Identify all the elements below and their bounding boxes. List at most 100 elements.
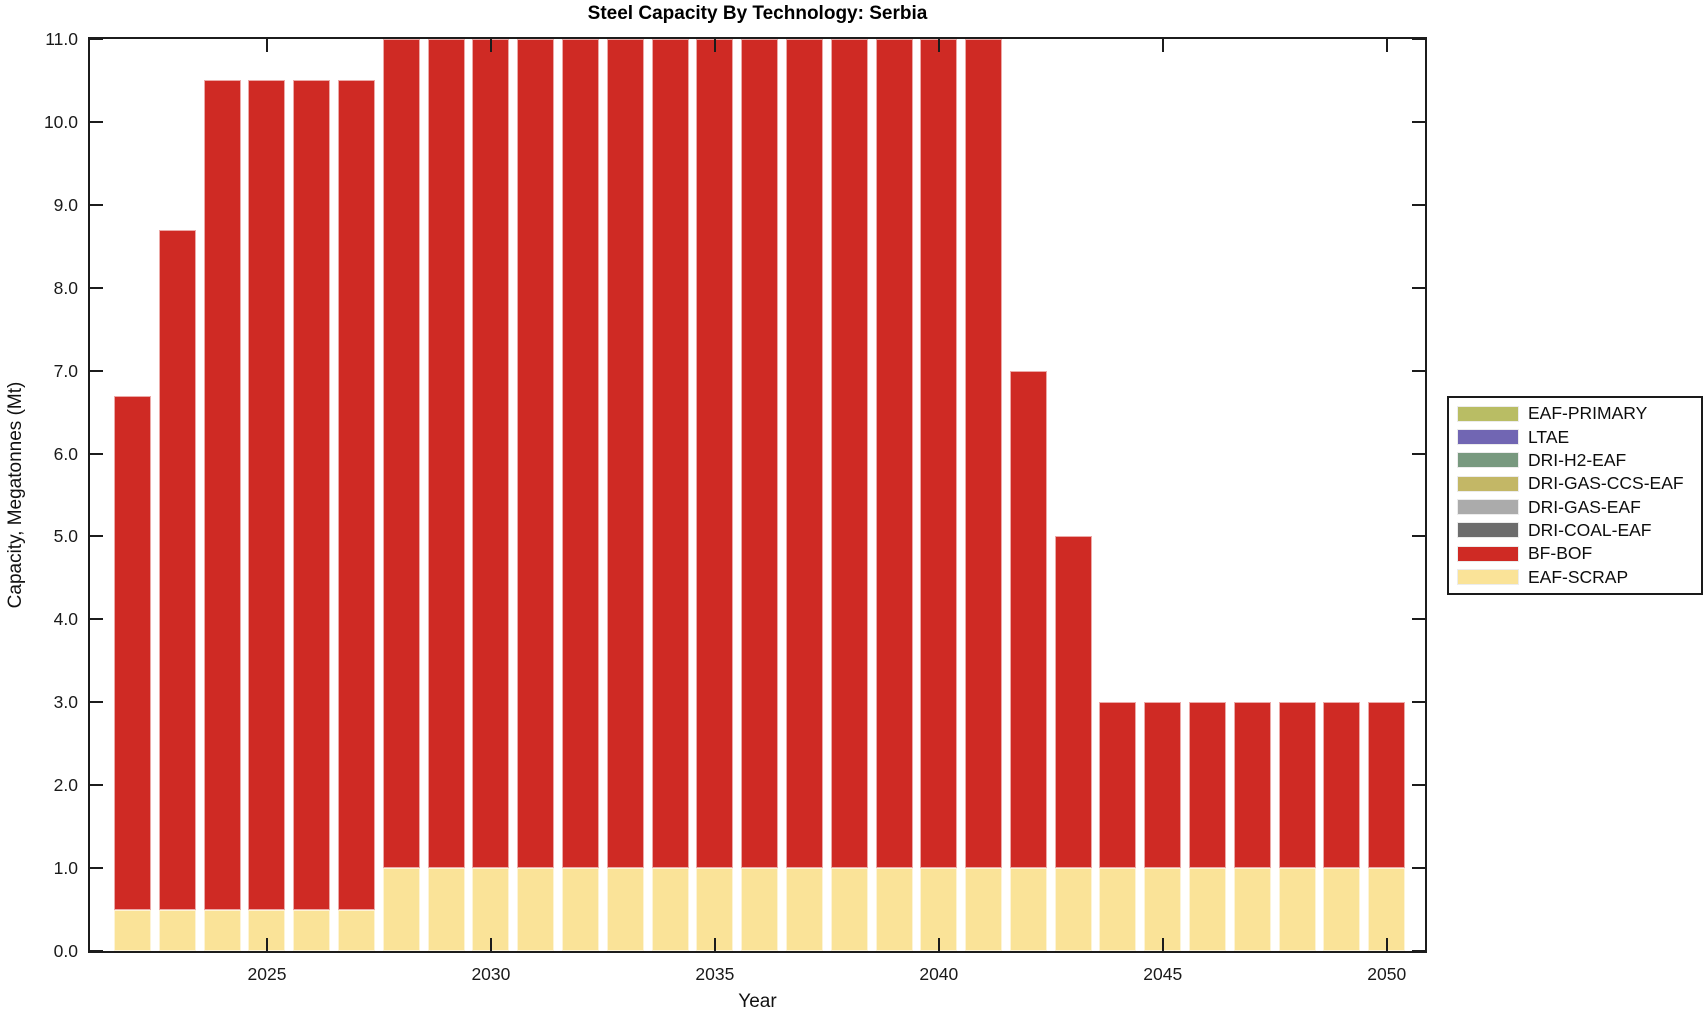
bar-segment-bf-bof [920, 39, 958, 869]
legend-item: DRI-COAL-EAF [1449, 520, 1701, 541]
y-tick-label: 9.0 [53, 194, 78, 215]
bar-segment-bf-bof [606, 39, 644, 869]
x-tick-label: 2040 [919, 964, 959, 984]
x-tick-label: 2035 [695, 964, 735, 984]
legend-swatch [1457, 545, 1519, 562]
bar-segment-bf-bof [830, 39, 868, 869]
legend-item: EAF-PRIMARY [1449, 403, 1701, 424]
y-tick [1412, 784, 1425, 787]
y-tick-label: 10.0 [43, 111, 78, 132]
bar-segment-eaf-scrap [1323, 868, 1361, 951]
y-tick [1412, 535, 1425, 538]
bar-segment-eaf-scrap [203, 909, 241, 951]
bar-segment-bf-bof [1099, 702, 1137, 869]
x-tick [1385, 938, 1388, 951]
bar-segment-eaf-scrap [158, 909, 196, 951]
bar-segment-eaf-scrap [382, 868, 420, 951]
bar-segment-bf-bof [427, 39, 465, 869]
y-tick [90, 535, 103, 538]
legend-label: DRI-H2-EAF [1528, 449, 1627, 470]
bar-segment-eaf-scrap [1368, 868, 1406, 951]
legend-label: DRI-GAS-EAF [1528, 496, 1641, 517]
legend-item: LTAE [1449, 427, 1701, 448]
x-tick [265, 39, 268, 52]
y-tick [90, 120, 103, 123]
bar-segment-bf-bof [158, 229, 196, 910]
bar-segment-eaf-scrap [875, 868, 913, 951]
bar-segment-bf-bof [1054, 536, 1092, 869]
bar-segment-bf-bof [248, 80, 286, 910]
y-tick-label: 4.0 [53, 609, 78, 630]
y-tick [90, 369, 103, 372]
x-tick [1161, 938, 1164, 951]
bar-segment-bf-bof [1144, 702, 1182, 869]
y-tick [1412, 369, 1425, 372]
plot-area [88, 37, 1427, 953]
y-tick [90, 618, 103, 621]
legend-swatch [1457, 405, 1519, 422]
bar-segment-eaf-scrap [606, 868, 644, 951]
x-tick [265, 938, 268, 951]
legend-swatch [1457, 452, 1519, 469]
legend-label: EAF-SCRAP [1528, 566, 1629, 587]
bar-segment-eaf-scrap [472, 868, 510, 951]
y-tick [90, 701, 103, 704]
bar-segment-eaf-scrap [562, 868, 599, 951]
legend-item: BF-BOF [1449, 543, 1701, 564]
bar-segment-bf-bof [696, 39, 734, 869]
y-tick-label: 5.0 [53, 526, 78, 547]
legend-label: LTAE [1528, 426, 1570, 447]
bar-segment-bf-bof [472, 39, 510, 869]
y-tick [1412, 286, 1425, 289]
legend-label: DRI-GAS-CCS-EAF [1528, 473, 1684, 494]
x-tick-label: 2025 [247, 964, 287, 984]
chart-title: Steel Capacity By Technology: Serbia [587, 3, 928, 24]
legend-label: BF-BOF [1528, 543, 1593, 564]
bar-segment-eaf-scrap [651, 868, 689, 951]
bar-segment-eaf-scrap [293, 909, 331, 951]
y-tick [1412, 950, 1425, 952]
bar-segment-bf-bof [785, 39, 823, 869]
y-axis-label: Capacity, Megatonnes (Mt) [5, 381, 26, 609]
x-tick [1385, 39, 1388, 52]
y-tick-label: 1.0 [53, 858, 78, 879]
x-tick-label: 2045 [1143, 964, 1183, 984]
legend-item: DRI-GAS-EAF [1449, 497, 1701, 518]
legend-label: DRI-COAL-EAF [1528, 519, 1652, 540]
x-tick-label: 2030 [471, 964, 511, 984]
legend-item: DRI-GAS-CCS-EAF [1449, 473, 1701, 494]
x-tick [489, 39, 492, 52]
bar-segment-bf-bof [1278, 702, 1316, 869]
bar-segment-bf-bof [517, 39, 555, 869]
bar-segment-eaf-scrap [1009, 868, 1047, 951]
bar-segment-bf-bof [741, 39, 779, 869]
bar-segment-bf-bof [875, 39, 913, 869]
bar-segment-eaf-scrap [114, 909, 152, 951]
bar-segment-eaf-scrap [338, 909, 376, 951]
y-tick-label: 0.0 [53, 941, 78, 961]
bar-segment-eaf-scrap [1278, 868, 1316, 951]
y-tick-label: 2.0 [53, 775, 78, 796]
y-tick [90, 950, 103, 952]
bar-segment-bf-bof [1009, 370, 1047, 869]
y-tick [1412, 38, 1425, 40]
legend-label: EAF-PRIMARY [1528, 403, 1648, 424]
x-tick [713, 938, 716, 951]
y-tick [1412, 203, 1425, 206]
legend-item: DRI-H2-EAF [1449, 450, 1701, 471]
y-tick [1412, 120, 1425, 123]
y-tick [1412, 618, 1425, 621]
legend-swatch [1457, 429, 1519, 446]
bar-segment-eaf-scrap [741, 868, 779, 951]
legend: EAF-PRIMARY LTAE DRI-H2-EAF DRI-GAS-CCS-EAF… [1447, 396, 1703, 595]
y-tick [90, 203, 103, 206]
y-tick [1412, 867, 1425, 870]
bar-segment-eaf-scrap [1233, 868, 1271, 951]
legend-item: EAF-SCRAP [1449, 567, 1701, 588]
bar-segment-bf-bof [562, 39, 599, 869]
bar-segment-bf-bof [382, 39, 420, 869]
x-axis-label: Year [738, 991, 777, 1012]
bar-segment-eaf-scrap [696, 868, 734, 951]
y-tick-label: 8.0 [53, 277, 78, 298]
